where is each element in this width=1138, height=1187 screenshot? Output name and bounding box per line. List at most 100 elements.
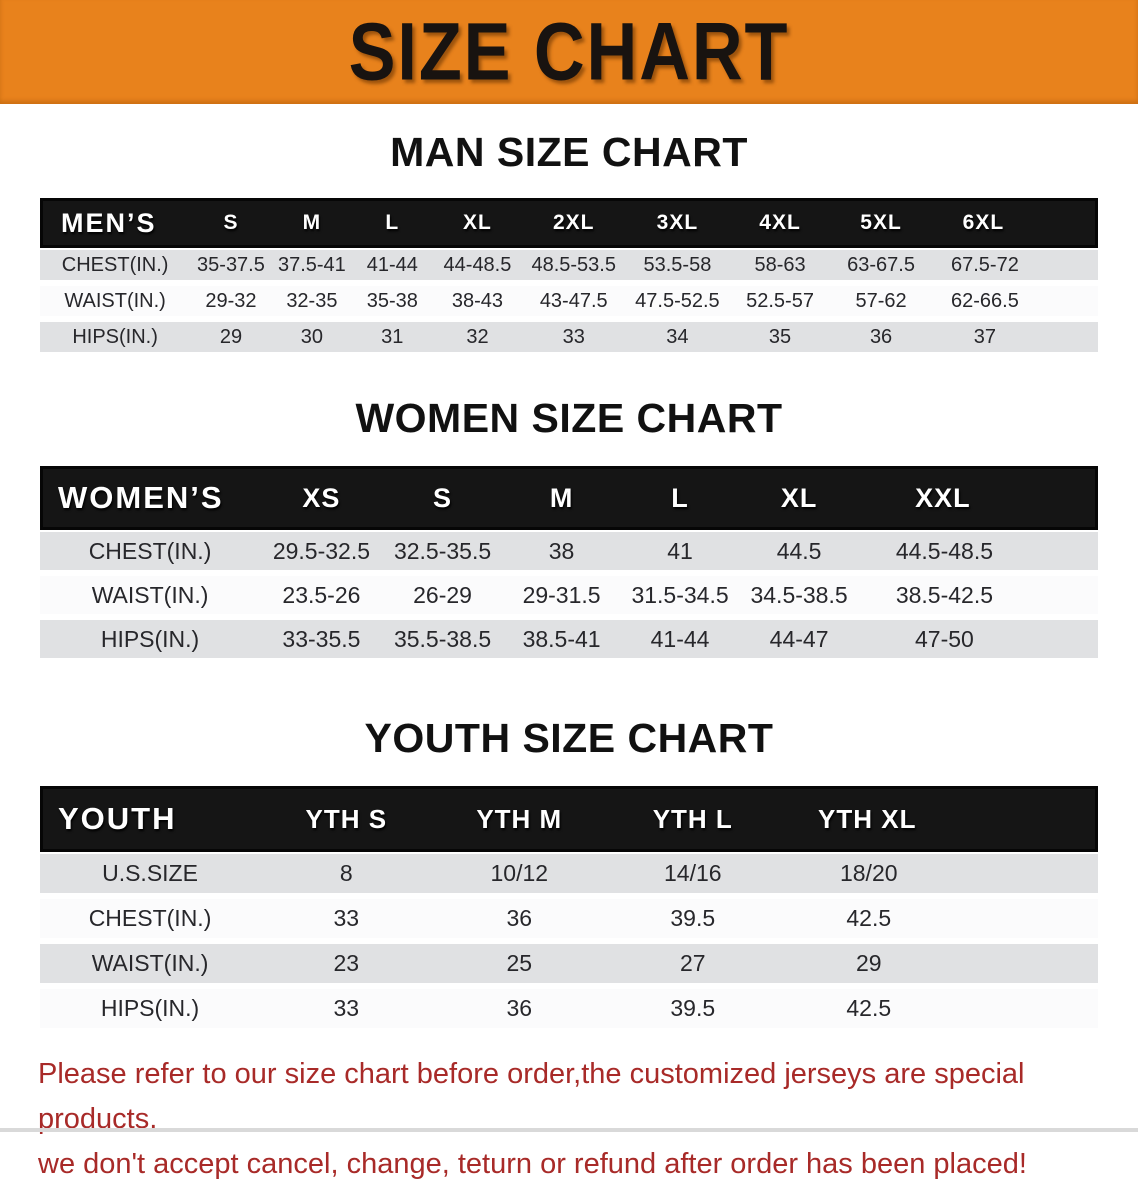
size-value-cell: 29 — [190, 320, 272, 356]
size-value-cell: 38 — [502, 530, 621, 574]
order-disclaimer: Please refer to our size chart before or… — [0, 1052, 1138, 1187]
size-value-cell: 33-35.5 — [260, 618, 383, 662]
size-value-cell: 53.5-58 — [625, 248, 730, 284]
size-value-cell: 44.5 — [739, 530, 859, 574]
size-value-cell: 39.5 — [606, 987, 780, 1032]
size-value-cell: 39.5 — [606, 897, 780, 942]
size-value-cell: 8 — [260, 852, 433, 897]
row-label: WAIST(IN.) — [40, 284, 191, 320]
image-bottom-edge — [0, 1128, 1138, 1132]
size-value-cell: 25 — [432, 942, 607, 987]
size-value-cell: 29-32 — [190, 284, 272, 320]
size-value-cell: 29 — [779, 942, 1098, 987]
table-header-row: WOMEN’S XS S M L XL XXL — [40, 466, 1098, 530]
table-row: CHEST(IN.) 33 36 39.5 42.5 — [40, 897, 1098, 942]
size-value-cell: 35-38 — [352, 284, 433, 320]
size-column-header: M — [502, 466, 621, 530]
size-column-header: 2XL — [522, 198, 626, 248]
row-label: CHEST(IN.) — [40, 897, 261, 942]
size-value-cell: 36 — [432, 897, 607, 942]
row-label: HIPS(IN.) — [40, 618, 261, 662]
womens-size-table: WOMEN’S XS S M L XL XXL CHEST(IN.) 29.5-32.5 32.5… — [40, 466, 1098, 662]
table-row: HIPS(IN.) 33 36 39.5 42.5 — [40, 987, 1098, 1032]
size-value-cell: 38.5-42.5 — [858, 574, 1098, 618]
table-row: CHEST(IN.) 29.5-32.5 32.5-35.5 38 41 44.5 44.5… — [40, 530, 1098, 574]
table-header-row: YOUTH YTH S YTH M YTH L YTH XL — [40, 786, 1098, 852]
size-value-cell: 41 — [620, 530, 740, 574]
size-value-cell: 29.5-32.5 — [260, 530, 383, 574]
size-column-header: XL — [432, 198, 523, 248]
size-value-cell: 35-37.5 — [190, 248, 272, 284]
size-value-cell: 10/12 — [432, 852, 607, 897]
size-column-header: XL — [739, 466, 859, 530]
table-row: U.S.SIZE 8 10/12 14/16 18/20 — [40, 852, 1098, 897]
disclaimer-line-2: we don't accept cancel, change, teturn o… — [38, 1148, 1027, 1180]
size-column-header: YTH M — [432, 786, 607, 852]
row-label: WAIST(IN.) — [40, 574, 261, 618]
size-value-cell: 14/16 — [606, 852, 780, 897]
size-column-header: YTH XL — [779, 786, 1098, 852]
size-value-cell: 37 — [931, 320, 1098, 356]
size-value-cell: 43-47.5 — [522, 284, 626, 320]
size-value-cell: 36 — [432, 987, 607, 1032]
size-value-cell: 31.5-34.5 — [620, 574, 740, 618]
size-value-cell: 48.5-53.5 — [522, 248, 626, 284]
mens-size-table: MEN’S S M L XL 2XL 3XL 4XL 5XL 6XL CHEST(IN.) 35-37… — [40, 198, 1098, 356]
size-value-cell: 33 — [260, 987, 433, 1032]
size-value-cell: 18/20 — [779, 852, 1098, 897]
table-row: CHEST(IN.) 35-37.5 37.5-41 41-44 44-48.5 48.5… — [40, 248, 1098, 284]
size-value-cell: 30 — [271, 320, 353, 356]
size-value-cell: 47.5-52.5 — [625, 284, 730, 320]
size-value-cell: 38.5-41 — [502, 618, 621, 662]
table-title-cell: YOUTH — [40, 786, 261, 852]
size-value-cell: 32.5-35.5 — [382, 530, 503, 574]
size-value-cell: 37.5-41 — [271, 248, 353, 284]
table-title-cell: MEN’S — [40, 198, 191, 248]
size-column-header: XXL — [858, 466, 1098, 530]
size-value-cell: 42.5 — [779, 987, 1098, 1032]
size-value-cell: 44.5-48.5 — [858, 530, 1098, 574]
size-chart-banner: SIZE CHART — [0, 0, 1138, 104]
banner-title: SIZE CHART — [348, 5, 790, 98]
size-value-cell: 29-31.5 — [502, 574, 621, 618]
size-value-cell: 35 — [729, 320, 831, 356]
women-section-heading: WOMEN SIZE CHART — [355, 395, 783, 441]
size-column-header: L — [620, 466, 740, 530]
row-label: CHEST(IN.) — [40, 530, 261, 574]
size-value-cell: 23.5-26 — [260, 574, 383, 618]
table-title-cell: WOMEN’S — [40, 466, 261, 530]
size-column-header: YTH L — [606, 786, 780, 852]
row-label: U.S.SIZE — [40, 852, 261, 897]
size-column-header: S — [190, 198, 272, 248]
table-row: WAIST(IN.) 23 25 27 29 — [40, 942, 1098, 987]
men-section-heading: MAN SIZE CHART — [390, 129, 748, 175]
table-row: HIPS(IN.) 29 30 31 32 33 34 35 36 37 — [40, 320, 1098, 356]
size-value-cell: 34.5-38.5 — [739, 574, 859, 618]
size-column-header: S — [382, 466, 503, 530]
size-value-cell: 35.5-38.5 — [382, 618, 503, 662]
table-row: WAIST(IN.) 23.5-26 26-29 29-31.5 31.5-34.5 34… — [40, 574, 1098, 618]
size-value-cell: 31 — [352, 320, 433, 356]
size-column-header: XS — [260, 466, 383, 530]
size-value-cell: 57-62 — [830, 284, 932, 320]
size-value-cell: 27 — [606, 942, 780, 987]
row-label: HIPS(IN.) — [40, 320, 191, 356]
youth-section-heading: YOUTH SIZE CHART — [364, 715, 774, 761]
size-column-header: L — [352, 198, 433, 248]
size-value-cell: 23 — [260, 942, 433, 987]
size-value-cell: 58-63 — [729, 248, 831, 284]
size-value-cell: 26-29 — [382, 574, 503, 618]
size-value-cell: 41-44 — [352, 248, 433, 284]
row-label: HIPS(IN.) — [40, 987, 261, 1032]
size-value-cell: 44-47 — [739, 618, 859, 662]
row-label: WAIST(IN.) — [40, 942, 261, 987]
size-value-cell: 52.5-57 — [729, 284, 831, 320]
size-column-header: M — [271, 198, 353, 248]
table-row: HIPS(IN.) 33-35.5 35.5-38.5 38.5-41 41-44 44-… — [40, 618, 1098, 662]
size-value-cell: 38-43 — [432, 284, 523, 320]
size-value-cell: 42.5 — [779, 897, 1098, 942]
size-value-cell: 44-48.5 — [432, 248, 523, 284]
size-value-cell: 33 — [522, 320, 626, 356]
size-value-cell: 63-67.5 — [830, 248, 932, 284]
size-value-cell: 62-66.5 — [931, 284, 1098, 320]
